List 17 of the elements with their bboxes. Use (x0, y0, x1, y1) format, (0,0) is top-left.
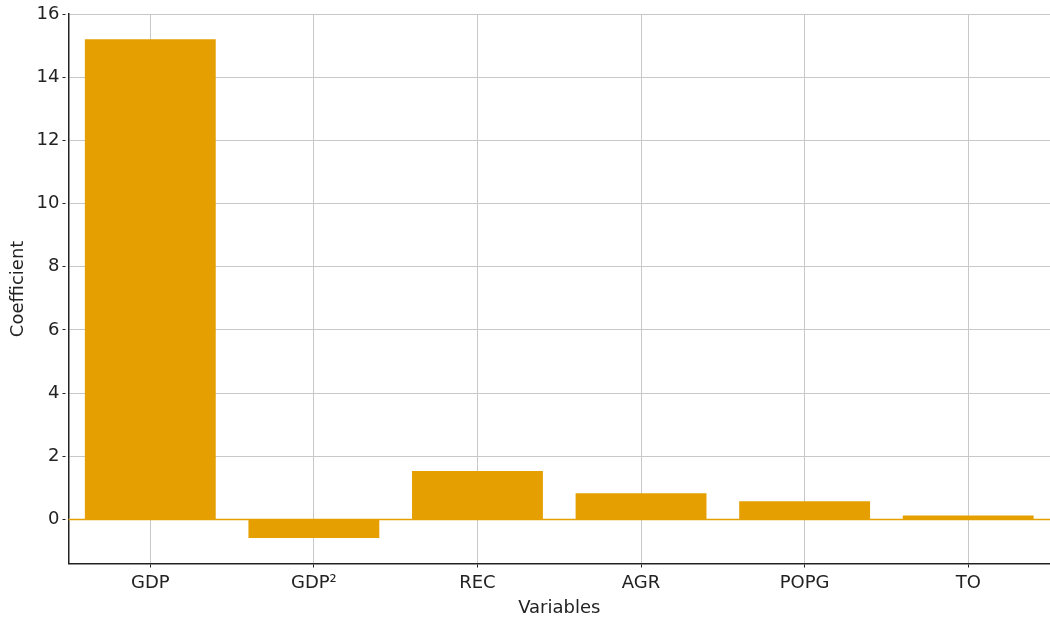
y-tick-label: 12 (36, 128, 60, 150)
x-tick-label: GDP² (290, 571, 337, 593)
y-tick-label: 16 (36, 1, 60, 23)
x-tick-label: POPG (779, 571, 830, 593)
y-axis-title: Coefficient (6, 240, 28, 338)
y-tick-label: 10 (36, 191, 60, 213)
y-tick-label: 2 (48, 444, 60, 466)
y-tick-label: 6 (48, 317, 60, 339)
y-tick-label: 4 (48, 380, 60, 402)
y-tick-label: 0 (48, 507, 60, 529)
x-tick-label: GDP (130, 571, 170, 593)
x-axis-title: Variables (518, 595, 601, 617)
x-tick-label: REC (459, 571, 496, 593)
x-tick-label: AGR (621, 571, 661, 593)
x-tick-label: TO (954, 571, 981, 593)
y-tick-label: 14 (36, 64, 60, 86)
y-tick-label: 8 (48, 254, 60, 276)
